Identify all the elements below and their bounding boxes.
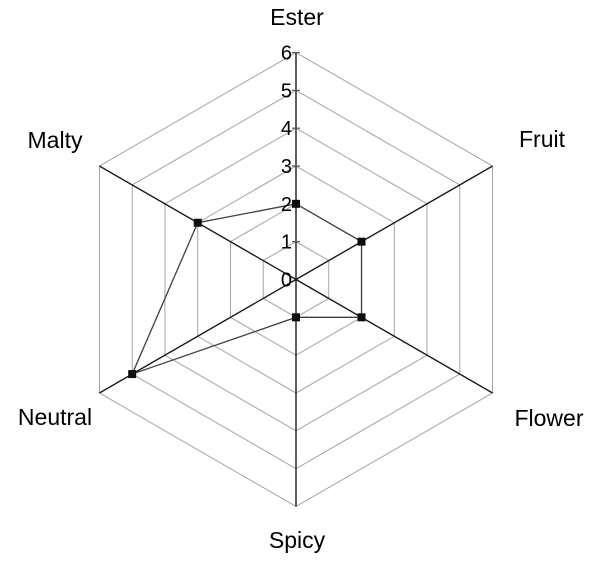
axis-label-neutral: Neutral bbox=[18, 404, 92, 430]
data-point-spicy bbox=[292, 313, 300, 322]
category-axis-labels: Ester Fruit Flower Spicy Neutral Malty bbox=[18, 4, 584, 553]
tick-label-0: 0 bbox=[281, 270, 292, 292]
axis-label-malty: Malty bbox=[28, 127, 83, 153]
series-outline-flavor-profile bbox=[131, 203, 363, 376]
data-point-neutral bbox=[128, 370, 137, 379]
axis-label-ester: Ester bbox=[270, 4, 324, 30]
spoke-fruit bbox=[295, 165, 493, 281]
tick-label-5: 5 bbox=[281, 80, 292, 102]
tick-label-1: 1 bbox=[281, 232, 292, 254]
axis-label-fruit: Fruit bbox=[519, 126, 566, 152]
data-point-flower bbox=[357, 313, 366, 322]
data-point-fruit bbox=[357, 237, 366, 246]
axis-spokes bbox=[99, 52, 493, 507]
spoke-flower bbox=[295, 278, 493, 394]
data-series-polygon bbox=[131, 203, 363, 376]
tick-label-2: 2 bbox=[281, 194, 292, 216]
tick-label-3: 3 bbox=[281, 156, 292, 178]
tick-label-6: 6 bbox=[281, 43, 292, 65]
axis-label-flower: Flower bbox=[514, 405, 583, 431]
tick-label-4: 4 bbox=[281, 118, 292, 140]
axis-label-spicy: Spicy bbox=[269, 527, 326, 553]
data-point-markers bbox=[128, 199, 366, 379]
axis-tick-labels: 0 1 2 3 4 5 6 bbox=[281, 43, 292, 292]
data-point-ester bbox=[292, 199, 300, 208]
data-point-malty bbox=[193, 218, 202, 227]
